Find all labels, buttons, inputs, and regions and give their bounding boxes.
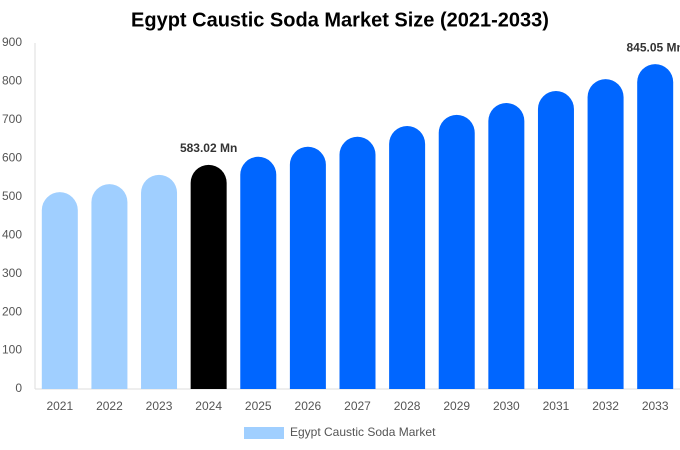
bar xyxy=(389,126,426,390)
data-label: 845.05 Mn xyxy=(627,40,680,54)
chart-title: Egypt Caustic Soda Market Size (2021-203… xyxy=(131,9,549,31)
bar xyxy=(537,91,574,390)
x-tick-label: 2023 xyxy=(146,399,173,413)
y-tick-label: 500 xyxy=(2,189,22,203)
x-tick-label: 2024 xyxy=(195,399,222,413)
y-tick-label: 900 xyxy=(2,35,22,49)
bar xyxy=(141,174,178,389)
x-tick-label: 2033 xyxy=(642,399,669,413)
bar xyxy=(91,184,128,389)
y-tick-label: 600 xyxy=(2,151,22,165)
x-tick-label: 2029 xyxy=(443,399,470,413)
y-tick-label: 100 xyxy=(2,343,22,357)
y-tick-label: 200 xyxy=(2,304,22,318)
bar xyxy=(41,192,78,389)
x-tick-label: 2030 xyxy=(493,399,520,413)
data-label: 583.02 Mn xyxy=(180,141,237,155)
y-tick-label: 800 xyxy=(2,74,22,88)
x-tick-label: 2026 xyxy=(295,399,322,413)
bar xyxy=(637,64,674,390)
bar xyxy=(190,164,227,389)
y-tick-label: 0 xyxy=(15,381,22,395)
legend-swatch xyxy=(244,427,284,439)
bar xyxy=(587,79,624,389)
bar xyxy=(339,136,376,389)
y-tick-label: 400 xyxy=(2,227,22,241)
x-tick-label: 2031 xyxy=(543,399,570,413)
x-tick-label: 2032 xyxy=(592,399,619,413)
legend-label: Egypt Caustic Soda Market xyxy=(290,425,436,439)
bar xyxy=(438,114,475,389)
x-tick-label: 2025 xyxy=(245,399,272,413)
x-tick-label: 2022 xyxy=(96,399,123,413)
bar xyxy=(240,156,277,389)
bar xyxy=(488,102,525,389)
y-tick-label: 300 xyxy=(2,266,22,280)
x-tick-label: 2027 xyxy=(344,399,371,413)
y-tick-label: 700 xyxy=(2,112,22,126)
bar xyxy=(289,146,326,389)
x-tick-label: 2028 xyxy=(394,399,421,413)
x-tick-label: 2021 xyxy=(46,399,73,413)
